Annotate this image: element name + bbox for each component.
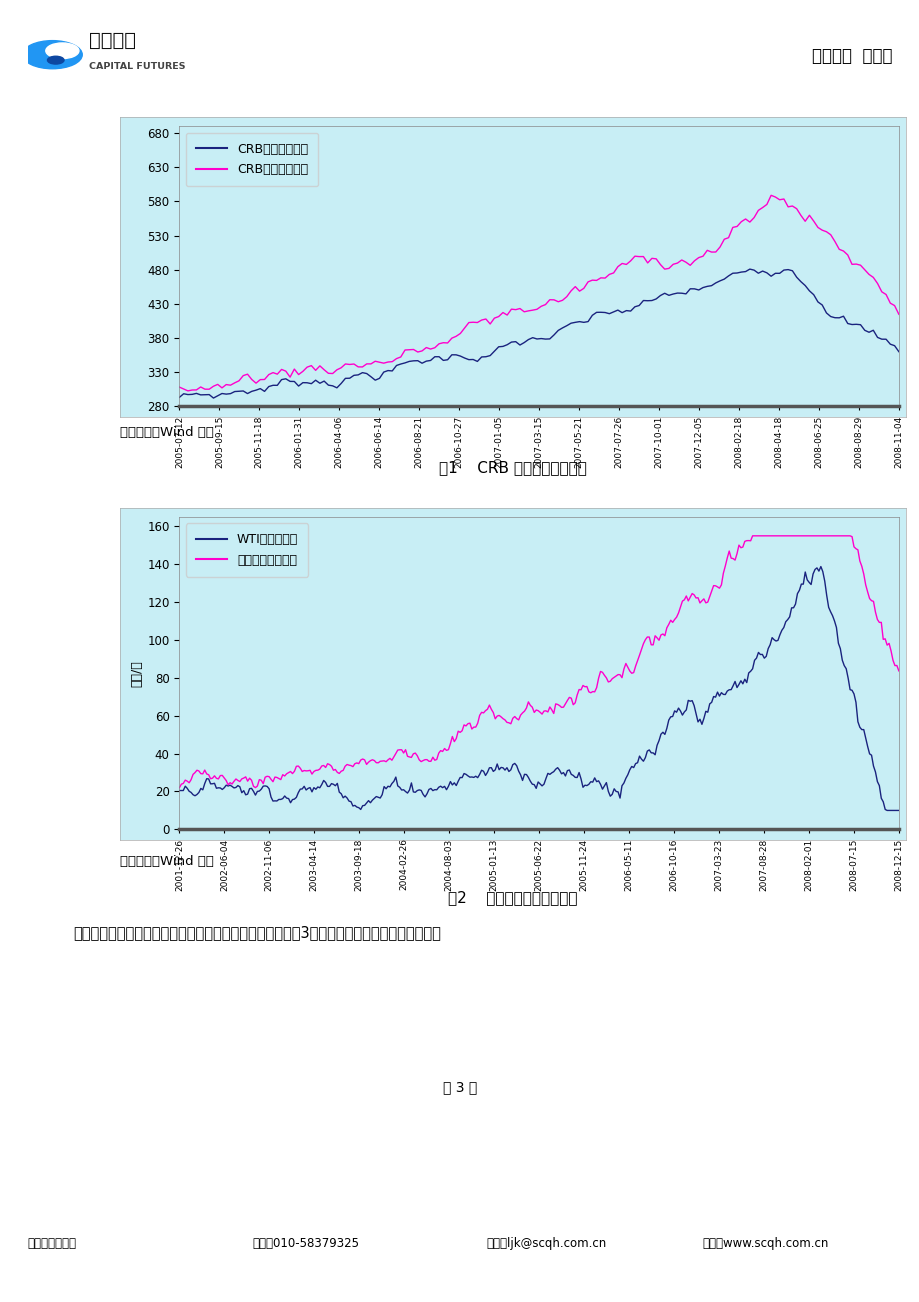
Text: 邮箱：ljk@scqh.com.cn: 邮箱：ljk@scqh.com.cn bbox=[485, 1237, 606, 1250]
Text: 第 3 页: 第 3 页 bbox=[442, 1081, 477, 1094]
Text: CAPITAL FUTURES: CAPITAL FUTURES bbox=[89, 62, 185, 70]
Circle shape bbox=[48, 56, 64, 64]
Text: 首创期货: 首创期货 bbox=[89, 31, 136, 49]
Text: 在商品价格纷纷下跌的情况下，钢铁价格也不能幸免（如图3所示）。在国际上，最能代表钢材: 在商品价格纷纷下跌的情况下，钢铁价格也不能幸免（如图3所示）。在国际上，最能代表… bbox=[74, 926, 441, 940]
Text: 网址：www.scqh.com.cn: 网址：www.scqh.com.cn bbox=[701, 1237, 828, 1250]
Text: 图2    国际原油期货价格走势: 图2 国际原油期货价格走势 bbox=[448, 891, 577, 905]
Y-axis label: 美元/桶: 美元/桶 bbox=[130, 660, 143, 686]
Legend: CRB现货价格指数, CRB期货价格指数: CRB现货价格指数, CRB期货价格指数 bbox=[186, 133, 318, 186]
Text: 联系人：李敬康: 联系人：李敬康 bbox=[28, 1237, 76, 1250]
Legend: WTI期货结算价, 布伦特期货结算价: WTI期货结算价, 布伦特期货结算价 bbox=[186, 523, 308, 577]
Text: 数据来源：Wind 资讯: 数据来源：Wind 资讯 bbox=[119, 427, 213, 439]
Circle shape bbox=[46, 43, 79, 59]
Circle shape bbox=[23, 40, 82, 69]
Text: 研发中心  金属部: 研发中心 金属部 bbox=[811, 47, 891, 65]
Text: 图1    CRB 价格指数变化情况: 图1 CRB 价格指数变化情况 bbox=[438, 461, 586, 475]
Text: 电话：010-58379325: 电话：010-58379325 bbox=[252, 1237, 359, 1250]
Text: 数据来源：Wind 资讯: 数据来源：Wind 资讯 bbox=[119, 855, 213, 867]
